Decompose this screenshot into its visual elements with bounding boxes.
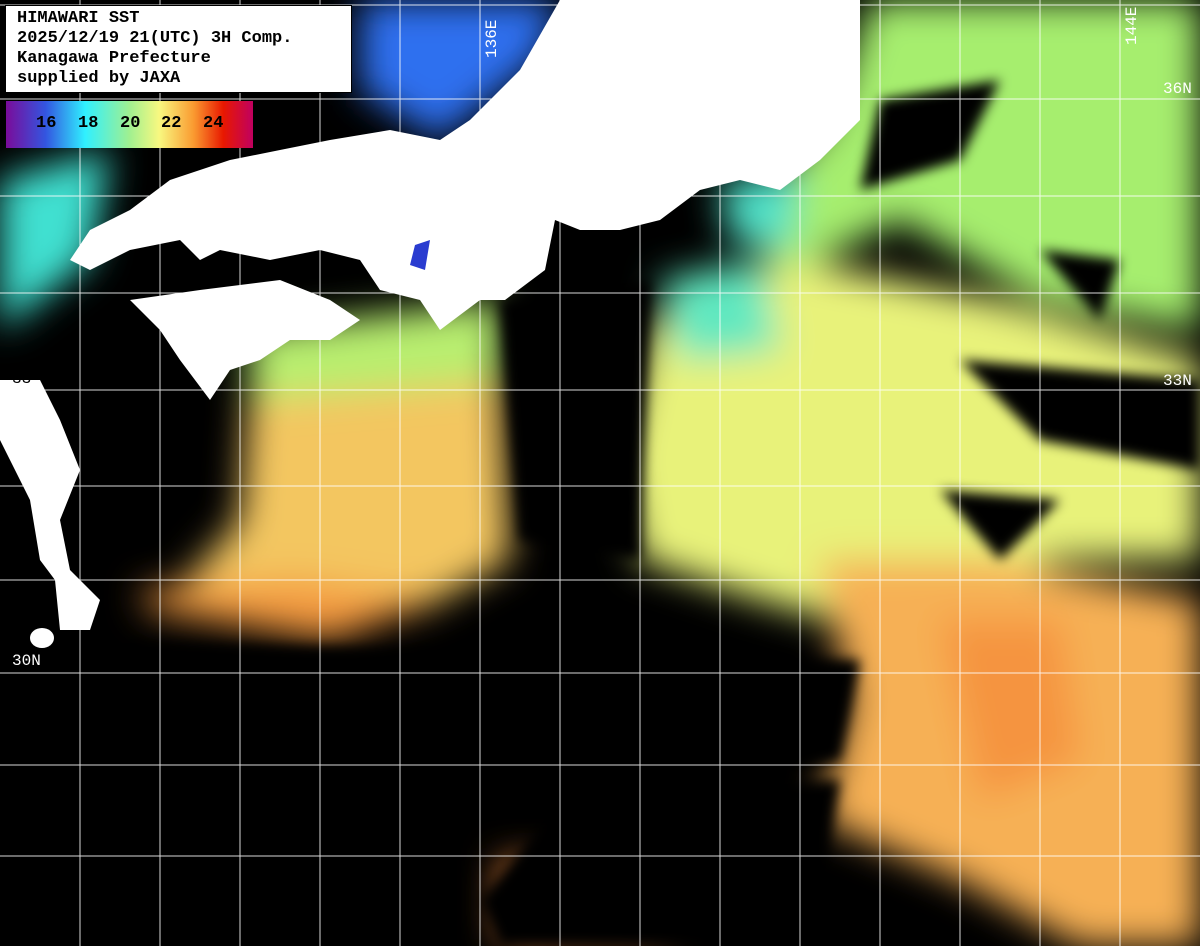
land: [0, 0, 860, 648]
legend-label: 20: [120, 114, 141, 133]
no-data-areas: [0, 80, 1200, 946]
color-scale-legend: 16 18 20 22 24: [6, 101, 253, 148]
legend-label: 16: [36, 114, 57, 133]
region: Kanagawa Prefecture: [17, 49, 211, 68]
lat-label-30n: 30N: [12, 652, 41, 670]
lat-label-33n: 33N: [1163, 372, 1192, 390]
credit: supplied by JAXA: [17, 69, 181, 88]
title-box: HIMAWARI SST 2025/12/19 21(UTC) 3H Comp.…: [5, 5, 352, 93]
lon-label-144e: 144E: [1123, 6, 1141, 45]
legend-label: 24: [203, 114, 224, 133]
legend-label: 22: [161, 114, 182, 133]
timestamp: 2025/12/19 21(UTC) 3H Comp.: [17, 29, 293, 48]
title: HIMAWARI SST: [17, 9, 140, 28]
lat-label-33-left: 33: [12, 370, 32, 388]
legend-label: 18: [78, 114, 99, 133]
lat-label-36n: 36N: [1163, 80, 1192, 98]
lon-label-136e: 136E: [483, 19, 501, 58]
